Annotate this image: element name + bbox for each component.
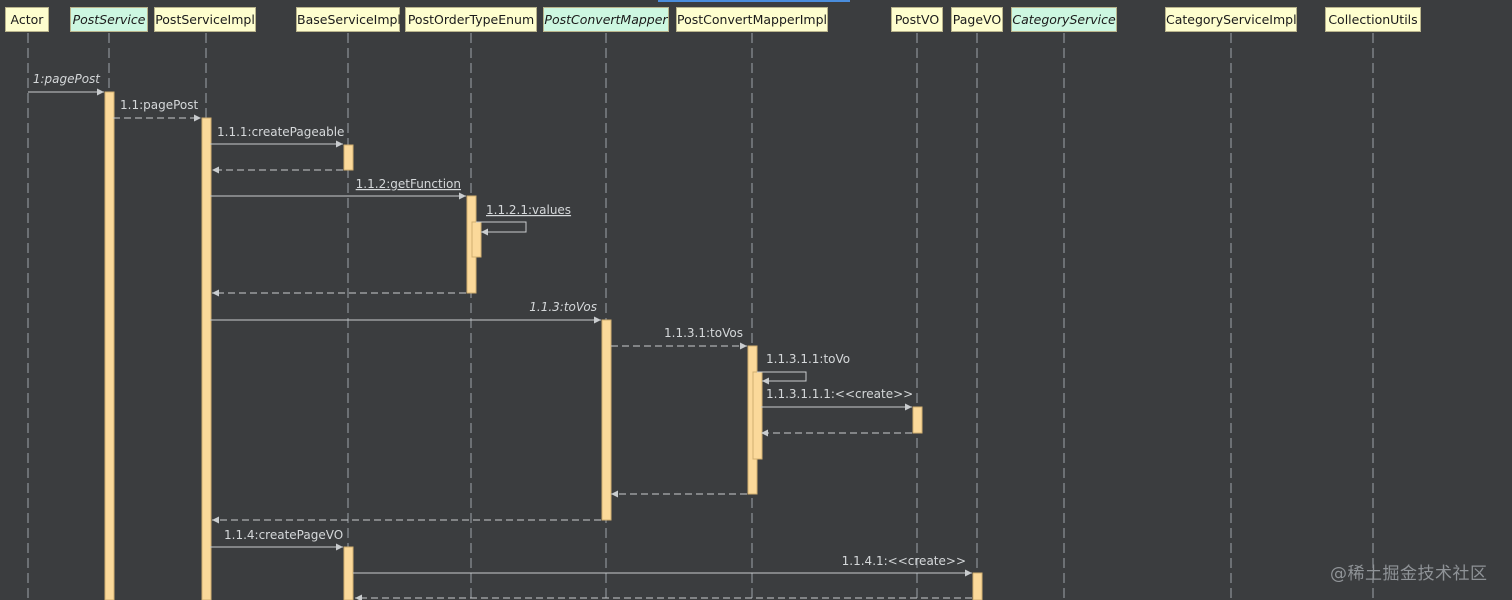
- message-label: 1.1.4.1:<<create>>: [842, 554, 966, 568]
- activation-bar[interactable]: [972, 572, 983, 600]
- message-label: 1.1:pagePost: [120, 98, 199, 112]
- participant-postservice[interactable]: PostService: [70, 7, 148, 32]
- watermark-text: @稀土掘金技术社区: [1330, 564, 1488, 584]
- message-label: 1.1.4:createPageVO: [224, 528, 343, 542]
- participant-baseserviceimpl[interactable]: BaseServiceImpl: [296, 7, 401, 32]
- message-label: 1.1.1:createPageable: [217, 125, 344, 139]
- participant-postserviceimpl[interactable]: PostServiceImpl: [154, 7, 256, 32]
- participant-actor[interactable]: Actor: [5, 7, 49, 32]
- participant-postconvertmapper[interactable]: PostConvertMapper: [543, 7, 669, 32]
- activation-bar[interactable]: [471, 221, 482, 258]
- message-label: 1:pagePost: [33, 72, 101, 86]
- message-label: 1.1.3.1.1:toVo: [766, 352, 850, 366]
- message-label: 1.1.3:toVos: [529, 300, 597, 314]
- activation-bar[interactable]: [201, 117, 212, 600]
- message-label: 1.1.2.1:values: [486, 203, 571, 217]
- activation-bar[interactable]: [752, 371, 763, 460]
- message-label: 1.1.2:getFunction: [356, 177, 461, 191]
- participant-pagevo[interactable]: PageVO: [951, 7, 1003, 32]
- activation-bar[interactable]: [343, 144, 354, 171]
- self-message-arrow[interactable]: [757, 371, 807, 385]
- activation-bar[interactable]: [912, 406, 923, 434]
- window-accent-bar: [658, 0, 850, 2]
- participant-postvo[interactable]: PostVO: [891, 7, 943, 32]
- activation-bar[interactable]: [343, 546, 354, 600]
- participant-categoryserviceimpl[interactable]: CategoryServiceImpl: [1165, 7, 1297, 32]
- message-label: 1.1.3.1.1.1:<<create>>: [766, 387, 913, 401]
- message-label: 1.1.3.1:toVos: [664, 326, 743, 340]
- participant-postconvertmapperimpl[interactable]: PostConvertMapperImpl: [676, 7, 828, 32]
- participant-collectionutils[interactable]: CollectionUtils: [1325, 7, 1421, 32]
- activation-bar[interactable]: [104, 91, 115, 600]
- participant-postordertypeenum[interactable]: PostOrderTypeEnum: [405, 7, 537, 32]
- self-message-arrow[interactable]: [476, 221, 527, 236]
- participant-categoryservice[interactable]: CategoryService: [1011, 7, 1117, 32]
- activation-bar[interactable]: [601, 319, 612, 521]
